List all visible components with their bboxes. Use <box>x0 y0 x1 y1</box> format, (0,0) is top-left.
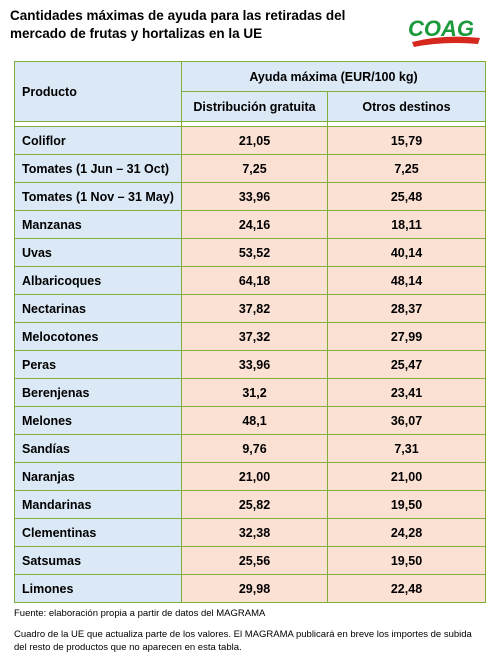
cell-otros-destinos: 23,41 <box>326 378 487 407</box>
table-row: Manzanas 24,16 18,11 <box>14 210 487 239</box>
cell-distribucion-gratuita: 7,25 <box>181 154 328 183</box>
table-row: Melones 48,1 36,07 <box>14 406 487 435</box>
table-row: Clementinas 32,38 24,28 <box>14 518 487 547</box>
cell-otros-destinos: 22,48 <box>326 574 487 603</box>
table-row: Mandarinas 25,82 19,50 <box>14 490 487 519</box>
cell-otros-destinos: 25,48 <box>326 182 487 211</box>
logo-stripe <box>412 36 480 47</box>
table-row: Limones 29,98 22,48 <box>14 574 487 603</box>
cell-product: Berenjenas <box>14 378 182 407</box>
table-row: Satsumas 25,56 19,50 <box>14 546 487 575</box>
cell-otros-destinos: 15,79 <box>326 126 487 155</box>
cell-product: Nectarinas <box>14 294 182 323</box>
cell-otros-destinos: 25,47 <box>326 350 487 379</box>
cell-distribucion-gratuita: 37,32 <box>181 322 328 351</box>
header-distribucion-gratuita: Distribución gratuita <box>181 91 328 122</box>
table-body: Coliflor 21,05 15,79 Tomates (1 Jun – 31 Oc… <box>14 121 487 603</box>
cell-distribucion-gratuita: 37,82 <box>181 294 328 323</box>
source-note: Fuente: elaboración propia a partir de d… <box>14 608 266 619</box>
cell-distribucion-gratuita: 21,00 <box>181 462 328 491</box>
cell-otros-destinos: 27,99 <box>326 322 487 351</box>
cell-otros-destinos: 28,37 <box>326 294 487 323</box>
cell-product: Naranjas <box>14 462 182 491</box>
cell-otros-destinos: 19,50 <box>326 546 487 575</box>
cell-distribucion-gratuita: 29,98 <box>181 574 328 603</box>
cell-otros-destinos: 40,14 <box>326 238 487 267</box>
cell-product: Mandarinas <box>14 490 182 519</box>
table-row: Tomates (1 Nov – 31 May) 33,96 25,48 <box>14 182 487 211</box>
cell-distribucion-gratuita: 32,38 <box>181 518 328 547</box>
cell-otros-destinos: 18,11 <box>326 210 487 239</box>
header-ayuda-maxima: Ayuda máxima (EUR/100 kg) <box>180 61 487 92</box>
cell-product: Peras <box>14 350 182 379</box>
cell-distribucion-gratuita: 33,96 <box>181 350 328 379</box>
cell-product: Melocotones <box>14 322 182 351</box>
header-product: Producto <box>14 61 182 122</box>
table-row: Uvas 53,52 40,14 <box>14 238 487 267</box>
cell-otros-destinos: 36,07 <box>326 406 487 435</box>
cell-distribucion-gratuita: 53,52 <box>181 238 328 267</box>
cell-product: Uvas <box>14 238 182 267</box>
table-row: Tomates (1 Jun – 31 Oct) 7,25 7,25 <box>14 154 487 183</box>
cell-distribucion-gratuita: 24,16 <box>181 210 328 239</box>
cell-distribucion-gratuita: 21,05 <box>181 126 328 155</box>
cell-product: Satsumas <box>14 546 182 575</box>
aid-table: Producto Ayuda máxima (EUR/100 kg) Distr… <box>14 61 487 603</box>
coag-logo: COAG <box>408 16 480 47</box>
cell-distribucion-gratuita: 48,1 <box>181 406 328 435</box>
header-otros-destinos: Otros destinos <box>326 91 487 122</box>
page-title: Cantidades máximas de ayuda para las ret… <box>10 8 346 41</box>
cell-product: Coliflor <box>14 126 182 155</box>
cell-distribucion-gratuita: 31,2 <box>181 378 328 407</box>
table-row: Melocotones 37,32 27,99 <box>14 322 487 351</box>
cell-product: Tomates (1 Nov – 31 May) <box>14 182 182 211</box>
table-row: Nectarinas 37,82 28,37 <box>14 294 487 323</box>
cell-distribucion-gratuita: 25,82 <box>181 490 328 519</box>
cell-otros-destinos: 7,31 <box>326 434 487 463</box>
cell-distribucion-gratuita: 64,18 <box>181 266 328 295</box>
table-row: Coliflor 21,05 15,79 <box>14 126 487 155</box>
cell-otros-destinos: 19,50 <box>326 490 487 519</box>
cell-otros-destinos: 48,14 <box>326 266 487 295</box>
cell-distribucion-gratuita: 25,56 <box>181 546 328 575</box>
cell-product: Albaricoques <box>14 266 182 295</box>
cell-otros-destinos: 24,28 <box>326 518 487 547</box>
cell-product: Tomates (1 Jun – 31 Oct) <box>14 154 182 183</box>
cell-otros-destinos: 7,25 <box>326 154 487 183</box>
cell-distribucion-gratuita: 9,76 <box>181 434 328 463</box>
table-row: Sandías 9,76 7,31 <box>14 434 487 463</box>
table-row: Naranjas 21,00 21,00 <box>14 462 487 491</box>
cell-distribucion-gratuita: 33,96 <box>181 182 328 211</box>
cell-product: Clementinas <box>14 518 182 547</box>
table-row: Peras 33,96 25,47 <box>14 350 487 379</box>
cell-otros-destinos: 21,00 <box>326 462 487 491</box>
cell-product: Limones <box>14 574 182 603</box>
footnote: Cuadro de la UE que actualiza parte de l… <box>14 629 472 653</box>
cell-product: Sandías <box>14 434 182 463</box>
table-row: Albaricoques 64,18 48,14 <box>14 266 487 295</box>
cell-product: Manzanas <box>14 210 182 239</box>
cell-product: Melones <box>14 406 182 435</box>
table-row: Berenjenas 31,2 23,41 <box>14 378 487 407</box>
